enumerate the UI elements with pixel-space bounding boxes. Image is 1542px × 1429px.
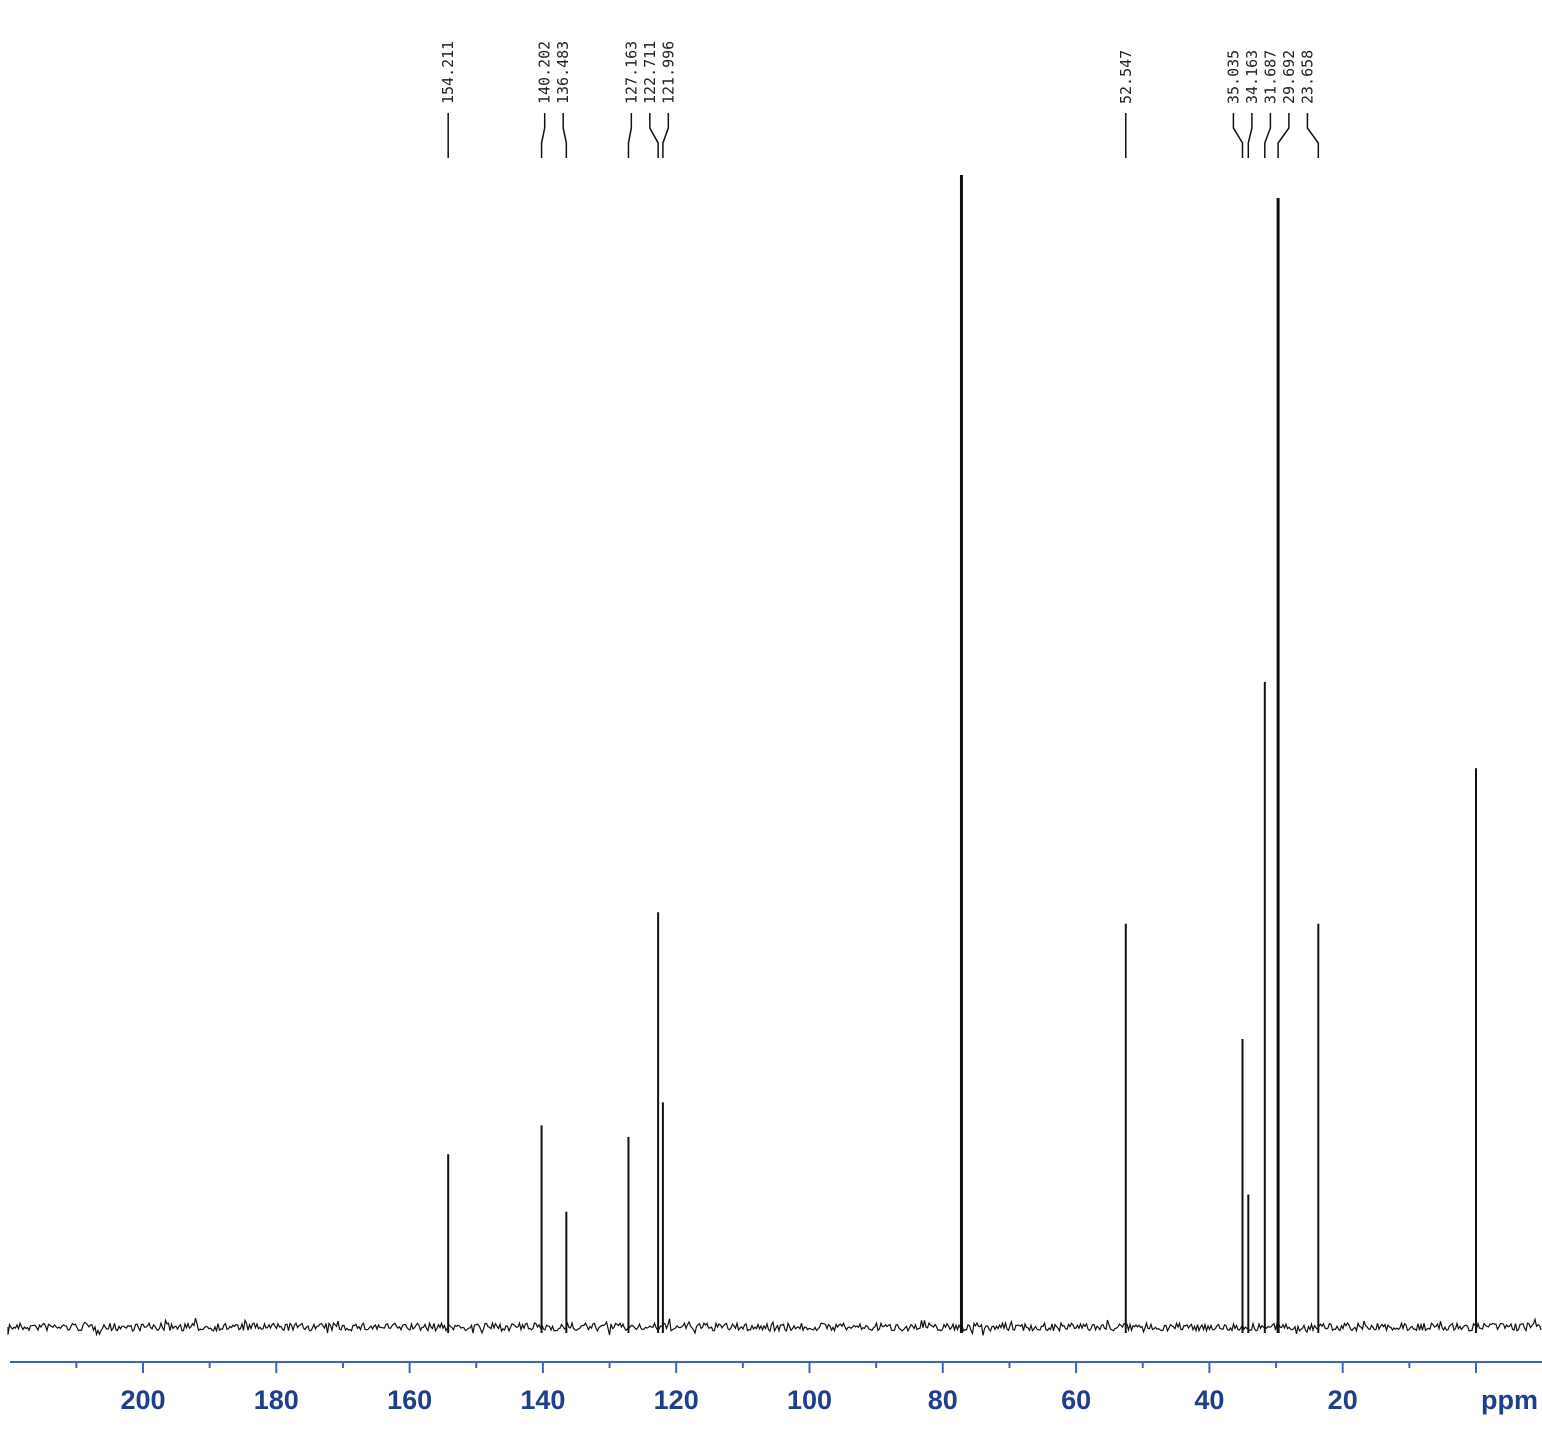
x-tick-label: 160 bbox=[387, 1385, 432, 1415]
baseline-noise bbox=[7, 1317, 1542, 1337]
peak-label: 34.163 bbox=[1243, 50, 1261, 104]
peak-label-pointer bbox=[662, 113, 670, 158]
x-tick-label: 140 bbox=[520, 1385, 565, 1415]
peak-label: 121.996 bbox=[659, 41, 677, 104]
peak-label: 122.711 bbox=[641, 41, 659, 104]
peak-label-pointer bbox=[1247, 113, 1253, 158]
peak-label-pointers bbox=[447, 113, 1320, 158]
peak-label-pointer bbox=[627, 113, 633, 158]
x-axis bbox=[10, 1361, 1542, 1373]
peak-label: 29.692 bbox=[1280, 50, 1298, 104]
x-tick-labels: 200 180 160 140 120 100 80 60 40 20 ppm bbox=[120, 1385, 1538, 1415]
x-tick-label: 180 bbox=[254, 1385, 299, 1415]
peak-labels: 154.211 140.202 136.483 127.163 122.711 121.9… bbox=[439, 41, 1316, 104]
peak-label-pointer bbox=[649, 113, 659, 158]
peak-label-pointer bbox=[1264, 113, 1272, 158]
peak-label: 23.658 bbox=[1298, 50, 1316, 104]
x-tick-label: 200 bbox=[120, 1385, 165, 1415]
x-tick-label: 100 bbox=[787, 1385, 832, 1415]
peak-label: 136.483 bbox=[554, 41, 572, 104]
x-tick-label: 80 bbox=[928, 1385, 958, 1415]
x-tick-label: 20 bbox=[1328, 1385, 1358, 1415]
peak-label-pointer bbox=[540, 113, 546, 158]
peak-label: 52.547 bbox=[1117, 50, 1135, 104]
peak-label: 35.035 bbox=[1224, 50, 1242, 104]
peak-label-pointer bbox=[562, 113, 568, 158]
x-tick-label: 120 bbox=[654, 1385, 699, 1415]
peak-label-pointer bbox=[1306, 113, 1320, 158]
peak-label-pointer bbox=[1232, 113, 1244, 158]
peak-lines bbox=[447, 175, 1477, 1333]
peak-label: 31.687 bbox=[1261, 50, 1279, 104]
peak-label-pointer bbox=[1277, 113, 1290, 158]
x-tick-label: 40 bbox=[1194, 1385, 1224, 1415]
x-tick-label: 60 bbox=[1061, 1385, 1091, 1415]
peak-label: 140.202 bbox=[536, 41, 554, 104]
peak-label: 154.211 bbox=[439, 41, 457, 104]
x-tick-label: ppm bbox=[1481, 1385, 1538, 1415]
baseline-trace bbox=[7, 1317, 1542, 1337]
peak-label: 127.163 bbox=[622, 41, 640, 104]
